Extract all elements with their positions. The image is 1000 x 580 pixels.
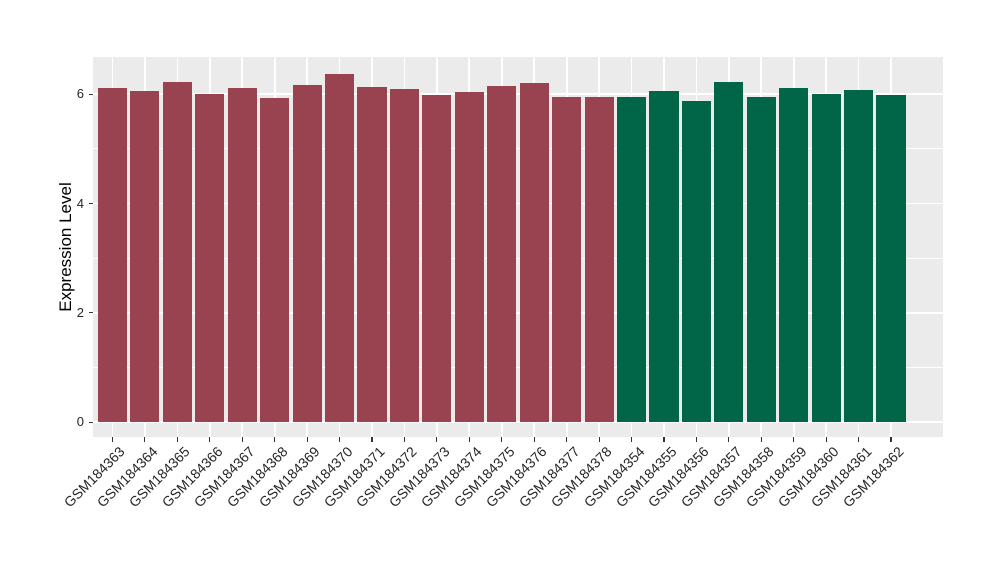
bar-GSM184371 xyxy=(357,86,387,423)
bar-GSM184376 xyxy=(519,83,549,423)
x-tick-mark-GSM184360 xyxy=(825,437,827,442)
bar-GSM184364 xyxy=(130,91,160,423)
y-tick-mark-4 xyxy=(88,202,93,205)
x-tick-mark-GSM184371 xyxy=(371,437,373,442)
x-tick-mark-GSM184370 xyxy=(338,437,341,442)
x-tick-mark-GSM184368 xyxy=(274,437,276,442)
x-tick-mark-GSM184358 xyxy=(760,437,762,442)
y-tick-label-2: 2 xyxy=(76,304,84,320)
x-tick-mark-GSM184359 xyxy=(793,437,795,442)
x-tick-mark-GSM184355 xyxy=(663,437,665,442)
x-tick-mark-GSM184361 xyxy=(858,437,860,442)
bar-GSM184368 xyxy=(260,98,290,423)
bar-GSM184365 xyxy=(162,82,192,423)
x-tick-mark-GSM184354 xyxy=(630,437,633,442)
bar-GSM184358 xyxy=(746,97,776,423)
x-tick-mark-GSM184367 xyxy=(241,437,243,442)
y-axis-title: Expression Level xyxy=(56,182,75,312)
x-tick-mark-GSM184356 xyxy=(695,437,698,442)
x-tick-mark-GSM184374 xyxy=(468,437,470,442)
gridline-major-y-6 xyxy=(93,93,943,96)
y-tick-mark-0 xyxy=(88,421,93,423)
bar-GSM184360 xyxy=(811,93,841,423)
bar-GSM184373 xyxy=(422,95,452,423)
bar-GSM184363 xyxy=(97,87,128,423)
bar-GSM184355 xyxy=(649,91,679,423)
bar-GSM184357 xyxy=(714,82,744,423)
bar-GSM184372 xyxy=(389,88,420,423)
bar-GSM184359 xyxy=(779,87,809,423)
bar-GSM184356 xyxy=(681,101,712,423)
gridline-major-y-4 xyxy=(93,202,943,205)
y-tick-mark-2 xyxy=(88,312,93,314)
bar-GSM184377 xyxy=(552,96,582,423)
x-tick-mark-GSM184377 xyxy=(566,437,568,442)
y-tick-label-4: 4 xyxy=(76,195,84,211)
x-tick-mark-GSM184365 xyxy=(176,437,178,442)
x-tick-mark-GSM184366 xyxy=(209,437,211,442)
bar-GSM184375 xyxy=(487,85,517,423)
y-tick-mark-6 xyxy=(88,93,93,95)
bar-GSM184361 xyxy=(844,90,874,423)
bar-GSM184374 xyxy=(454,91,484,423)
gridline-minor-y-3 xyxy=(93,257,943,259)
x-tick-mark-GSM184362 xyxy=(890,437,892,442)
x-tick-mark-GSM184376 xyxy=(533,437,535,442)
gridline-minor-y-1 xyxy=(93,367,943,368)
x-tick-mark-GSM184357 xyxy=(728,437,730,442)
plot-panel xyxy=(93,57,943,437)
y-tick-label-6: 6 xyxy=(76,86,84,102)
gridline-minor-y-5 xyxy=(93,148,943,150)
bar-GSM184367 xyxy=(227,88,257,423)
gridline-major-y-0 xyxy=(93,421,943,424)
x-tick-mark-GSM184369 xyxy=(306,437,308,442)
y-tick-label-0: 0 xyxy=(76,414,84,430)
x-tick-mark-GSM184373 xyxy=(436,437,438,442)
x-tick-mark-GSM184363 xyxy=(111,437,114,442)
bar-GSM184370 xyxy=(324,73,355,423)
bar-GSM184378 xyxy=(584,96,614,423)
x-tick-mark-GSM184375 xyxy=(501,437,503,442)
bar-GSM184366 xyxy=(195,94,225,423)
bar-GSM184369 xyxy=(292,85,322,423)
x-tick-mark-GSM184378 xyxy=(598,437,600,442)
gridline-major-y-2 xyxy=(93,312,943,314)
x-tick-mark-GSM184364 xyxy=(144,437,146,442)
bar-GSM184362 xyxy=(876,95,906,423)
bar-GSM184354 xyxy=(616,96,647,423)
x-tick-mark-GSM184372 xyxy=(403,437,406,442)
